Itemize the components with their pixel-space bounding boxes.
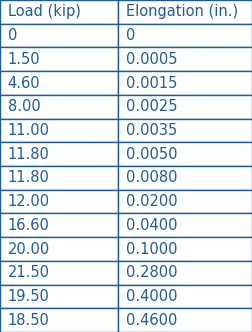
Text: 20.00: 20.00: [8, 241, 50, 257]
Bar: [118, 166, 252, 190]
Text: 11.80: 11.80: [8, 170, 49, 185]
Text: 0.0025: 0.0025: [126, 99, 177, 114]
Bar: [0, 24, 118, 47]
Text: 0.0035: 0.0035: [126, 123, 177, 138]
Bar: [0, 308, 118, 332]
Text: 12.00: 12.00: [8, 194, 50, 209]
Bar: [0, 47, 118, 71]
Text: 0.0200: 0.0200: [126, 194, 178, 209]
Bar: [118, 213, 252, 237]
Text: 18.50: 18.50: [8, 313, 49, 328]
Text: 0: 0: [8, 28, 17, 43]
Text: 21.50: 21.50: [8, 265, 50, 280]
Bar: [118, 190, 252, 213]
Text: 0.0015: 0.0015: [126, 75, 177, 91]
Text: 0: 0: [126, 28, 135, 43]
Bar: [118, 142, 252, 166]
Bar: [0, 285, 118, 308]
Text: 1.50: 1.50: [8, 52, 40, 67]
Text: 16.60: 16.60: [8, 218, 49, 233]
Text: 0.0005: 0.0005: [126, 52, 177, 67]
Bar: [118, 237, 252, 261]
Text: Elongation (in.): Elongation (in.): [126, 4, 238, 19]
Text: 4.60: 4.60: [8, 75, 40, 91]
Bar: [118, 261, 252, 285]
Text: 0.0050: 0.0050: [126, 147, 177, 162]
Text: Load (kip): Load (kip): [8, 4, 80, 19]
Bar: [118, 0, 252, 24]
Bar: [0, 213, 118, 237]
Text: 0.4600: 0.4600: [126, 313, 177, 328]
Bar: [0, 261, 118, 285]
Bar: [118, 308, 252, 332]
Text: 11.00: 11.00: [8, 123, 50, 138]
Bar: [0, 190, 118, 213]
Text: 0.1000: 0.1000: [126, 241, 177, 257]
Bar: [118, 95, 252, 119]
Bar: [0, 95, 118, 119]
Bar: [0, 237, 118, 261]
Text: 0.4000: 0.4000: [126, 289, 177, 304]
Bar: [0, 142, 118, 166]
Bar: [118, 24, 252, 47]
Bar: [0, 166, 118, 190]
Bar: [118, 71, 252, 95]
Text: 0.0400: 0.0400: [126, 218, 177, 233]
Text: 19.50: 19.50: [8, 289, 49, 304]
Bar: [118, 47, 252, 71]
Bar: [118, 285, 252, 308]
Text: 8.00: 8.00: [8, 99, 40, 114]
Bar: [118, 119, 252, 142]
Bar: [0, 0, 118, 24]
Bar: [0, 71, 118, 95]
Text: 0.0080: 0.0080: [126, 170, 177, 185]
Text: 0.2800: 0.2800: [126, 265, 177, 280]
Bar: [0, 119, 118, 142]
Text: 11.80: 11.80: [8, 147, 49, 162]
